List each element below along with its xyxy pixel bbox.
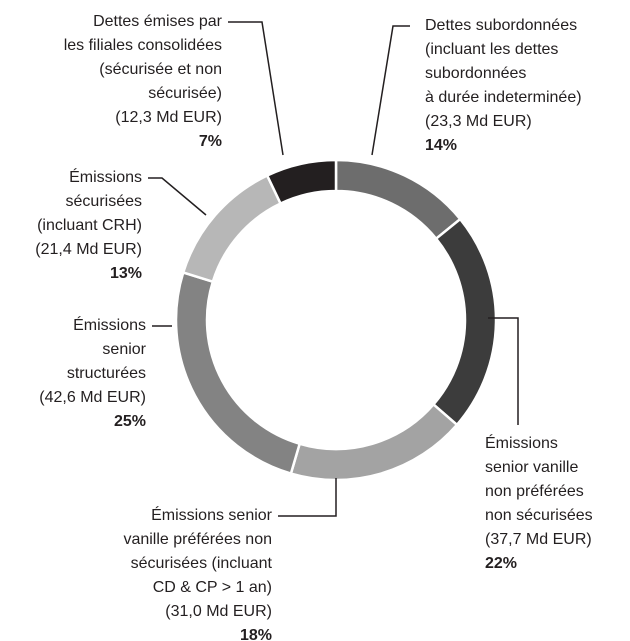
segment-label: Émissions senior [151, 505, 273, 524]
segment-label: structurées [67, 365, 146, 382]
segment-label: (12,3 Md EUR) [115, 109, 222, 126]
leader-line [228, 21, 284, 156]
donut-segment [181, 173, 283, 284]
segment-label: (incluant les dettes [425, 41, 558, 58]
segment-label: Émissions [69, 167, 142, 186]
percent-label: 25% [114, 413, 146, 430]
segment-label: Émissions [485, 433, 558, 452]
segment-label: senior vanille [485, 459, 578, 476]
segment-label: (incluant CRH) [37, 217, 142, 234]
segment-label: non préférées [485, 483, 584, 500]
segment-label: CD & CP > 1 an) [153, 579, 272, 596]
segment-label: (21,4 Md EUR) [35, 241, 142, 258]
segment-label: (42,6 Md EUR) [39, 389, 146, 406]
segment-label: vanille préférées non [123, 531, 272, 548]
percent-label: 7% [199, 133, 222, 150]
percent-label: 14% [425, 137, 457, 154]
leader-line [148, 177, 207, 216]
percent-label: 18% [240, 627, 272, 641]
segment-label: (23,3 Md EUR) [425, 113, 532, 130]
segment-label: (31,0 Md EUR) [165, 603, 272, 620]
segment-label: sécurisée) [148, 85, 222, 102]
donut-segment [334, 158, 462, 241]
segment-label: Dettes émises par [93, 13, 223, 30]
segment-label: Émissions [73, 315, 146, 334]
segment-label: (sécurisée et non [99, 61, 222, 78]
donut-segment [174, 270, 302, 476]
donut-segment [289, 402, 459, 482]
segment-label: Dettes subordonnées [425, 17, 577, 34]
percent-label: 22% [485, 555, 517, 572]
segment-label: les filiales consolidées [64, 37, 222, 54]
segment-label: senior [102, 341, 146, 358]
segment-label: sécurisées (incluant [131, 555, 273, 572]
segment-label: à durée indeterminée) [425, 89, 582, 106]
segment-label: sécurisées [66, 193, 142, 210]
donut-segment [431, 217, 498, 427]
donut-segment [265, 158, 338, 206]
segment-label: (37,7 Md EUR) [485, 531, 592, 548]
segment-label: non sécurisées [485, 507, 593, 524]
leader-line [488, 317, 519, 425]
segment-label: subordonnées [425, 65, 526, 82]
leader-line [371, 25, 410, 156]
percent-label: 13% [110, 265, 142, 282]
leader-line [278, 478, 337, 517]
